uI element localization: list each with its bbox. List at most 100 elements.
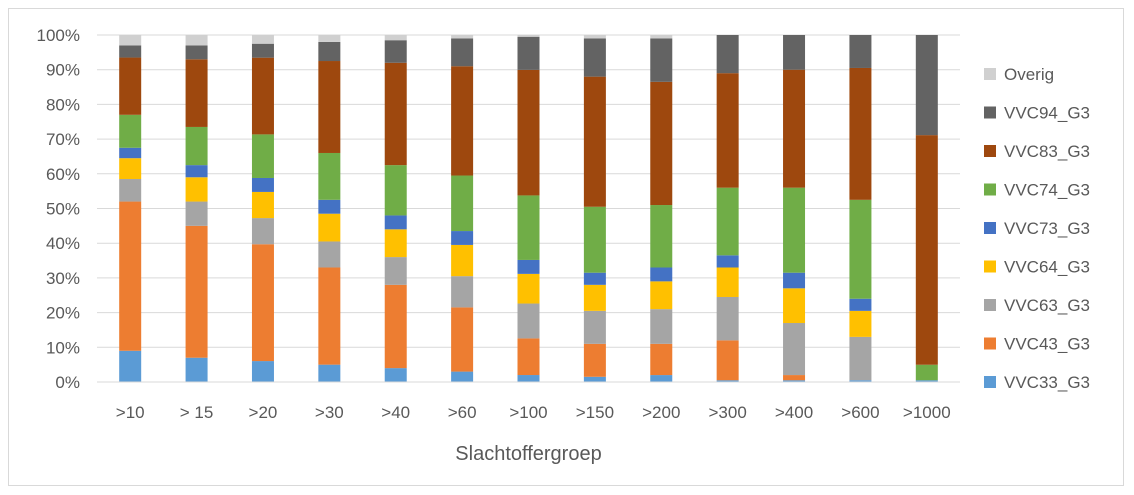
legend-swatch xyxy=(984,376,996,388)
bar-stack xyxy=(583,35,606,382)
bar-segment xyxy=(451,231,474,245)
bar-segment xyxy=(650,38,673,82)
x-tick-label: >40 xyxy=(381,403,410,422)
legend-item: VVC83_G3 xyxy=(984,142,1090,161)
legend-swatch xyxy=(984,337,996,350)
bar-segment xyxy=(384,215,407,230)
bar-segment xyxy=(849,336,872,381)
bar-segment xyxy=(185,357,208,382)
bar-segment xyxy=(783,35,806,70)
bar-segment xyxy=(583,76,606,207)
bar-segment xyxy=(119,201,142,351)
bar-segment xyxy=(251,218,274,245)
bar-segment xyxy=(318,267,341,365)
bar-segment xyxy=(650,267,673,282)
bar-segment xyxy=(119,350,142,382)
bar-segment xyxy=(318,213,341,242)
legend-label: VVC63_G3 xyxy=(1004,296,1090,315)
bar-segment xyxy=(119,147,142,159)
bar-segment xyxy=(384,257,407,285)
legend-label: VVC73_G3 xyxy=(1004,219,1090,238)
bar-segment xyxy=(451,175,474,232)
bar-segment xyxy=(716,255,739,268)
legend-swatch xyxy=(984,183,996,196)
x-tick-label: > 15 xyxy=(180,403,214,422)
bar-stack xyxy=(119,35,142,382)
bar-stack xyxy=(318,35,341,382)
bar-segment xyxy=(650,343,673,376)
bar-segment xyxy=(583,272,606,285)
bar-stack xyxy=(384,35,407,382)
bar-segment xyxy=(384,368,407,382)
y-tick-label: 40% xyxy=(46,234,80,253)
x-axis-title: Slachtoffergroep xyxy=(455,443,601,465)
bar-segment xyxy=(517,36,540,70)
bar-segment xyxy=(915,364,938,381)
bar-segment xyxy=(517,375,540,382)
bar-segment xyxy=(783,69,806,188)
y-tick-label: 90% xyxy=(46,61,80,80)
legend-label: VVC33_G3 xyxy=(1004,373,1090,392)
bar-segment xyxy=(583,38,606,77)
bar-segment xyxy=(318,61,341,153)
y-tick-label: 80% xyxy=(46,95,80,114)
bar-segment xyxy=(251,35,274,44)
bar-segment xyxy=(119,179,142,202)
bar-segment xyxy=(583,310,606,344)
bar-segment xyxy=(318,35,341,42)
bar-segment xyxy=(583,284,606,311)
bar-segment xyxy=(583,35,606,39)
bar-segment xyxy=(119,114,142,148)
legend-swatch xyxy=(984,260,996,273)
bar-segment xyxy=(849,67,872,200)
bar-segment xyxy=(849,298,872,311)
bar-segment xyxy=(251,191,274,219)
legend-label: VVC64_G3 xyxy=(1004,258,1090,277)
x-axis-ticks: >10 > 15 >20 >30 >40 >60 >100 >150 >200 >300 >400 >… xyxy=(116,403,951,422)
bar-segment xyxy=(517,303,540,339)
bar-segment xyxy=(650,309,673,344)
bar-segment xyxy=(650,281,673,310)
legend-label: VVC83_G3 xyxy=(1004,142,1090,161)
legend-swatch xyxy=(984,145,996,157)
bar-segment xyxy=(583,343,606,377)
bar-segment xyxy=(451,244,474,277)
legend-item: VVC74_G3 xyxy=(984,181,1090,200)
bar-segment xyxy=(318,41,341,62)
bar-segment xyxy=(119,35,142,46)
bar-segment xyxy=(849,310,872,337)
bar-segment xyxy=(716,296,739,341)
bar-segment xyxy=(185,45,208,60)
bar-stack xyxy=(915,35,938,382)
legend-item: VVC73_G3 xyxy=(984,219,1090,238)
bar-stack xyxy=(783,35,806,382)
bar-segment xyxy=(849,199,872,299)
legend-swatch xyxy=(984,106,996,119)
bar-segment xyxy=(716,73,739,188)
x-tick-label: >20 xyxy=(249,403,278,422)
legend-swatch xyxy=(984,68,996,80)
bar-segment xyxy=(384,165,407,216)
legend-swatch xyxy=(984,222,996,234)
bar-segment xyxy=(185,225,208,358)
x-tick-label: >300 xyxy=(709,403,747,422)
x-tick-label: >400 xyxy=(775,403,813,422)
bar-segment xyxy=(517,195,540,260)
bar-segment xyxy=(185,201,208,226)
legend-item: VVC94_G3 xyxy=(984,104,1090,123)
bar-segment xyxy=(384,62,407,166)
bar-segment xyxy=(716,187,739,256)
bar-segment xyxy=(384,40,407,63)
bar-stack xyxy=(650,35,673,382)
x-tick-label: >100 xyxy=(509,403,547,422)
bar-segment xyxy=(650,205,673,268)
bar-segment xyxy=(119,158,142,180)
bar-segment xyxy=(451,276,474,308)
legend-item: VVC64_G3 xyxy=(984,258,1090,277)
bar-segment xyxy=(783,380,806,382)
x-tick-label: >600 xyxy=(841,403,879,422)
legend-item: VVC43_G3 xyxy=(984,335,1090,354)
bar-segment xyxy=(716,380,739,382)
bar-segment xyxy=(119,45,142,58)
